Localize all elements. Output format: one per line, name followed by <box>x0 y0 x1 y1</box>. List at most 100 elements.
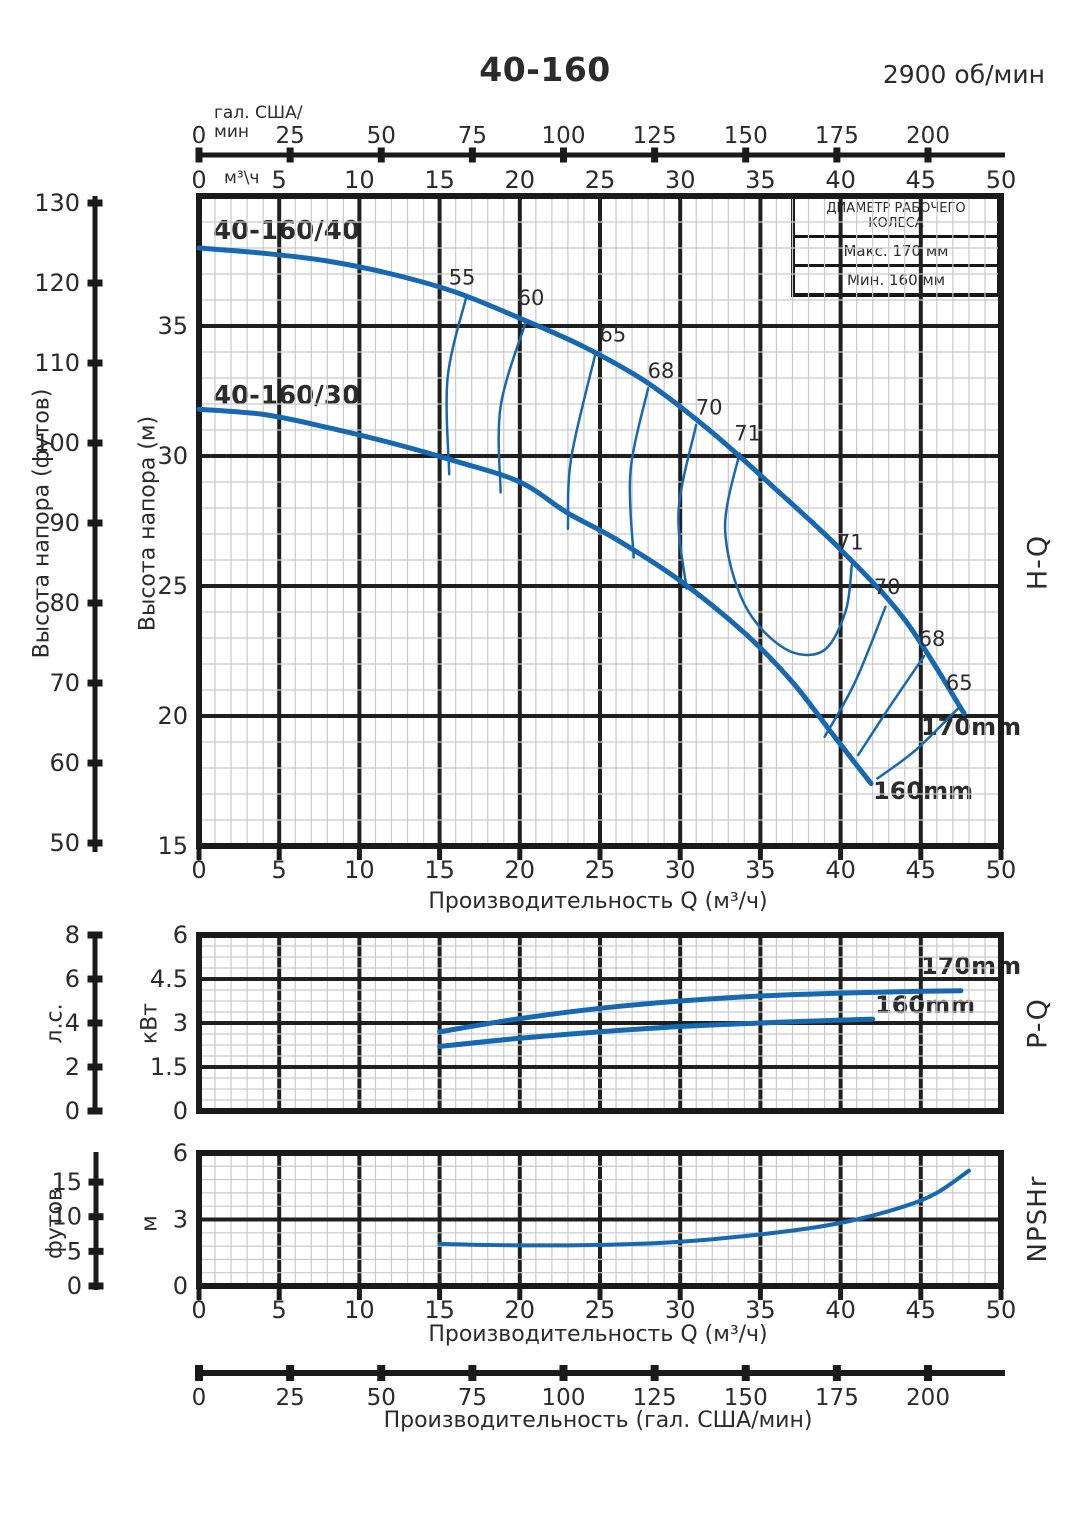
efficiency-contour-68r <box>856 654 926 757</box>
axis-tick <box>559 1365 568 1381</box>
main-x-tick-label: 20 <box>505 856 536 884</box>
gal-top-tick-label: 25 <box>275 123 304 149</box>
efficiency-label: 65 <box>946 671 973 695</box>
gal-top-tick-label: 150 <box>724 123 768 149</box>
axis-tick <box>87 1063 103 1071</box>
m3h-top-tick-label: 5 <box>272 166 287 194</box>
rpm-label: 2900 об/мин <box>882 60 1045 89</box>
m3h-top-tick-label: 15 <box>424 166 455 194</box>
gal-top-unit: гал. США/ мин <box>214 104 302 142</box>
kw-tick-label: 1.5 <box>150 1053 188 1081</box>
gal-bottom-tick-label: 100 <box>542 1385 586 1411</box>
efficiency-label: 60 <box>518 286 545 310</box>
axis-tick <box>87 359 103 367</box>
curve-label-40-160-40: 40-160/40 <box>213 216 360 246</box>
gal-top-tick-label: 175 <box>815 123 859 149</box>
gal-bottom-tick-label: 125 <box>633 1385 677 1411</box>
npshr-x-tick-label: 15 <box>424 1296 455 1324</box>
npshr-xaxis-title: Производительность Q (м³/ч) <box>428 1322 768 1347</box>
gal-top-tick-label: 100 <box>542 123 586 149</box>
meters-tick-label: 20 <box>157 702 188 730</box>
pq-curve-170mm <box>437 988 964 1035</box>
m3h-top-tick-label: 0 <box>191 166 206 194</box>
hp-tick-label: 2 <box>65 1053 80 1081</box>
page-title: 40-160 <box>479 50 611 89</box>
npsh-feet-tick-label: 0 <box>67 1272 82 1300</box>
npshr-curve <box>437 1168 971 1248</box>
axis-tick <box>286 1365 295 1381</box>
npsh-m-tick-label: 6 <box>173 1139 188 1167</box>
gal-top-tick-label: 75 <box>458 123 487 149</box>
npshr-x-tick-label: 25 <box>585 1296 616 1324</box>
axis-tick <box>87 839 103 847</box>
hp-tick-label: 6 <box>65 965 80 993</box>
m3h-top-tick-label: 50 <box>986 166 1017 194</box>
curve-label-40-160-30: 40-160/30 <box>213 381 360 411</box>
axis-tick <box>87 759 103 767</box>
efficiency-label: 65 <box>599 323 626 347</box>
axis-tick <box>741 1365 750 1381</box>
chart-frame <box>196 193 1004 849</box>
axis-tick <box>87 439 103 447</box>
axis-tick <box>87 599 103 607</box>
efficiency-label: 55 <box>449 265 476 289</box>
meters-tick-label: 15 <box>157 832 188 860</box>
gal-xaxis-title: Производительность (гал. США/мин) <box>383 1408 813 1433</box>
meters-tick-label: 30 <box>157 442 188 470</box>
meters-tick-label: 35 <box>157 312 188 340</box>
legend-max: Макс. 170 мм <box>795 238 997 264</box>
feet-tick-label: 80 <box>49 589 80 617</box>
npsh-m-tick-label: 0 <box>173 1272 188 1300</box>
gal-bottom-tick-label: 25 <box>275 1385 304 1411</box>
axis-tick <box>742 147 750 163</box>
npsh-feet-tick-label: 15 <box>51 1168 82 1196</box>
main-x-tick-label: 0 <box>191 856 206 884</box>
axis-tick <box>88 1178 104 1186</box>
feet-tick-label: 120 <box>34 269 80 297</box>
npshr-x-tick-label: 35 <box>745 1296 776 1324</box>
gal-top-tick-label: 200 <box>906 123 950 149</box>
npsh-m-tick-label: 3 <box>173 1205 188 1233</box>
efficiency-contour-60 <box>497 319 528 494</box>
efficiency-contour-71 <box>723 452 854 657</box>
main-x-tick-label: 15 <box>424 856 455 884</box>
axis-tick <box>377 147 385 163</box>
npshr-x-tick-label: 40 <box>825 1296 856 1324</box>
axis-tick <box>195 1365 203 1381</box>
axis-tick <box>195 147 203 163</box>
m3h-top-unit: м³\ч <box>224 168 260 188</box>
axis-tick <box>87 1107 103 1115</box>
efficiency-contour-65r <box>876 704 963 780</box>
npsh-feet-tick-label: 10 <box>51 1203 82 1231</box>
m3h-top-tick-label: 45 <box>906 166 937 194</box>
axis-tick <box>924 147 932 163</box>
feet-tick-label: 70 <box>49 669 80 697</box>
axis-tick <box>651 147 659 163</box>
axis-tick <box>88 1282 104 1290</box>
axis-tick <box>87 975 103 983</box>
m3h-top-tick-label: 30 <box>665 166 696 194</box>
feet-tick-label: 130 <box>34 189 80 217</box>
efficiency-label: 71 <box>837 531 864 555</box>
gal-top-unit-line2: мин <box>214 122 249 142</box>
gal-top-tick-label: 0 <box>192 123 207 149</box>
kw-tick-label: 6 <box>173 921 188 949</box>
gal-top-tick-label: 50 <box>367 123 396 149</box>
feet-tick-label: 50 <box>49 829 80 857</box>
main-x-tick-label: 25 <box>585 856 616 884</box>
gal-bottom-tick-label: 200 <box>906 1385 950 1411</box>
axis-tick <box>924 1365 932 1381</box>
feet-tick-label: 90 <box>49 509 80 537</box>
efficiency-label: 68 <box>919 627 946 651</box>
main-x-tick-label: 30 <box>665 856 696 884</box>
efficiency-label: 71 <box>734 421 761 445</box>
axis-tick <box>87 279 103 287</box>
axis-tick <box>286 147 294 163</box>
gal-bottom-tick-label: 150 <box>724 1385 768 1411</box>
axis-tick <box>87 519 103 527</box>
efficiency-contour-55 <box>445 293 469 476</box>
axis-tick <box>832 1365 841 1381</box>
npshr-x-tick-label: 20 <box>505 1296 536 1324</box>
